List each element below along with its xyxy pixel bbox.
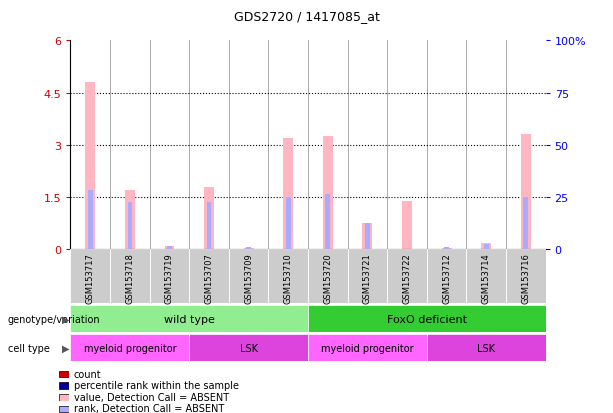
Text: value, Detection Call = ABSENT: value, Detection Call = ABSENT bbox=[74, 392, 229, 402]
Bar bbox=[323, 137, 333, 250]
Text: LSK: LSK bbox=[240, 343, 257, 353]
Text: GSM153712: GSM153712 bbox=[442, 253, 451, 303]
Text: GSM153721: GSM153721 bbox=[363, 253, 372, 303]
Bar bbox=[308, 335, 427, 361]
Bar bbox=[506, 250, 546, 304]
Bar bbox=[125, 191, 135, 250]
Bar bbox=[348, 250, 387, 304]
Text: GSM153714: GSM153714 bbox=[482, 253, 490, 303]
Bar bbox=[70, 335, 189, 361]
Bar bbox=[521, 135, 531, 250]
Text: GSM153719: GSM153719 bbox=[165, 253, 174, 303]
Bar bbox=[88, 191, 93, 250]
Bar bbox=[229, 250, 268, 304]
Bar bbox=[85, 83, 95, 250]
Bar bbox=[387, 250, 427, 304]
Text: GSM153710: GSM153710 bbox=[284, 253, 293, 303]
Text: myeloid progenitor: myeloid progenitor bbox=[83, 343, 176, 353]
Bar bbox=[427, 335, 546, 361]
Bar bbox=[441, 248, 452, 250]
Bar bbox=[167, 247, 172, 250]
Text: LSK: LSK bbox=[477, 343, 495, 353]
Text: myeloid progenitor: myeloid progenitor bbox=[321, 343, 414, 353]
Text: GSM153707: GSM153707 bbox=[205, 253, 213, 303]
Text: GSM153709: GSM153709 bbox=[244, 253, 253, 303]
Text: GDS2720 / 1417085_at: GDS2720 / 1417085_at bbox=[234, 10, 379, 23]
Text: GSM153717: GSM153717 bbox=[86, 253, 95, 303]
Bar bbox=[207, 203, 211, 250]
Bar bbox=[59, 394, 69, 401]
Bar bbox=[164, 247, 175, 250]
Bar bbox=[268, 250, 308, 304]
Bar bbox=[466, 250, 506, 304]
Bar bbox=[204, 188, 214, 250]
Bar bbox=[365, 224, 370, 250]
Bar bbox=[150, 250, 189, 304]
Bar bbox=[110, 250, 150, 304]
Bar bbox=[484, 244, 489, 250]
Bar bbox=[59, 371, 69, 377]
Text: rank, Detection Call = ABSENT: rank, Detection Call = ABSENT bbox=[74, 404, 224, 413]
Text: FoxO deficient: FoxO deficient bbox=[387, 314, 467, 324]
Text: genotype/variation: genotype/variation bbox=[8, 314, 101, 324]
Bar bbox=[128, 203, 132, 250]
Bar bbox=[189, 335, 308, 361]
Text: ▶: ▶ bbox=[63, 314, 70, 324]
Bar bbox=[326, 194, 330, 250]
Bar bbox=[524, 198, 528, 250]
Text: GSM153722: GSM153722 bbox=[403, 253, 411, 303]
Bar bbox=[283, 139, 293, 250]
Bar bbox=[402, 201, 412, 250]
Bar bbox=[308, 250, 348, 304]
Bar bbox=[244, 248, 254, 250]
Text: GSM153718: GSM153718 bbox=[126, 253, 134, 303]
Bar bbox=[59, 406, 69, 412]
Bar bbox=[286, 198, 291, 250]
Text: percentile rank within the sample: percentile rank within the sample bbox=[74, 380, 238, 390]
Bar bbox=[362, 224, 372, 250]
Text: ▶: ▶ bbox=[63, 343, 70, 353]
Text: GSM153720: GSM153720 bbox=[323, 253, 332, 303]
Text: count: count bbox=[74, 369, 101, 379]
Bar bbox=[70, 306, 308, 332]
Bar bbox=[70, 250, 110, 304]
Bar bbox=[246, 247, 251, 250]
Text: GSM153716: GSM153716 bbox=[521, 253, 530, 303]
Bar bbox=[189, 250, 229, 304]
Bar bbox=[308, 306, 546, 332]
Text: cell type: cell type bbox=[8, 343, 50, 353]
Bar bbox=[444, 247, 449, 250]
Bar bbox=[427, 250, 466, 304]
Text: wild type: wild type bbox=[164, 314, 215, 324]
Bar bbox=[481, 243, 491, 250]
Bar bbox=[59, 382, 69, 389]
